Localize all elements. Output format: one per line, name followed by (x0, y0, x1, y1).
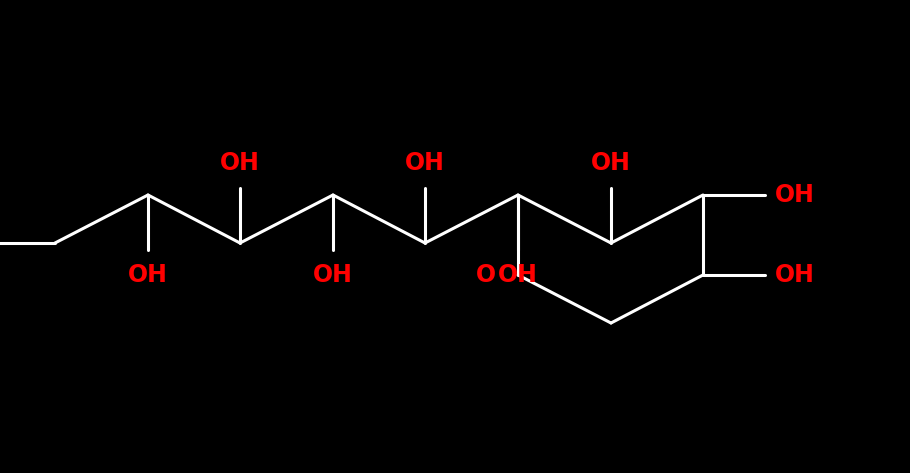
Text: OH: OH (498, 263, 538, 287)
Text: OH: OH (775, 183, 814, 207)
Text: OH: OH (220, 151, 260, 175)
Text: OH: OH (313, 263, 353, 287)
Text: OH: OH (592, 151, 631, 175)
Text: OH: OH (128, 263, 168, 287)
Text: OH: OH (775, 263, 814, 287)
Text: OH: OH (405, 151, 445, 175)
Text: O: O (476, 263, 496, 287)
